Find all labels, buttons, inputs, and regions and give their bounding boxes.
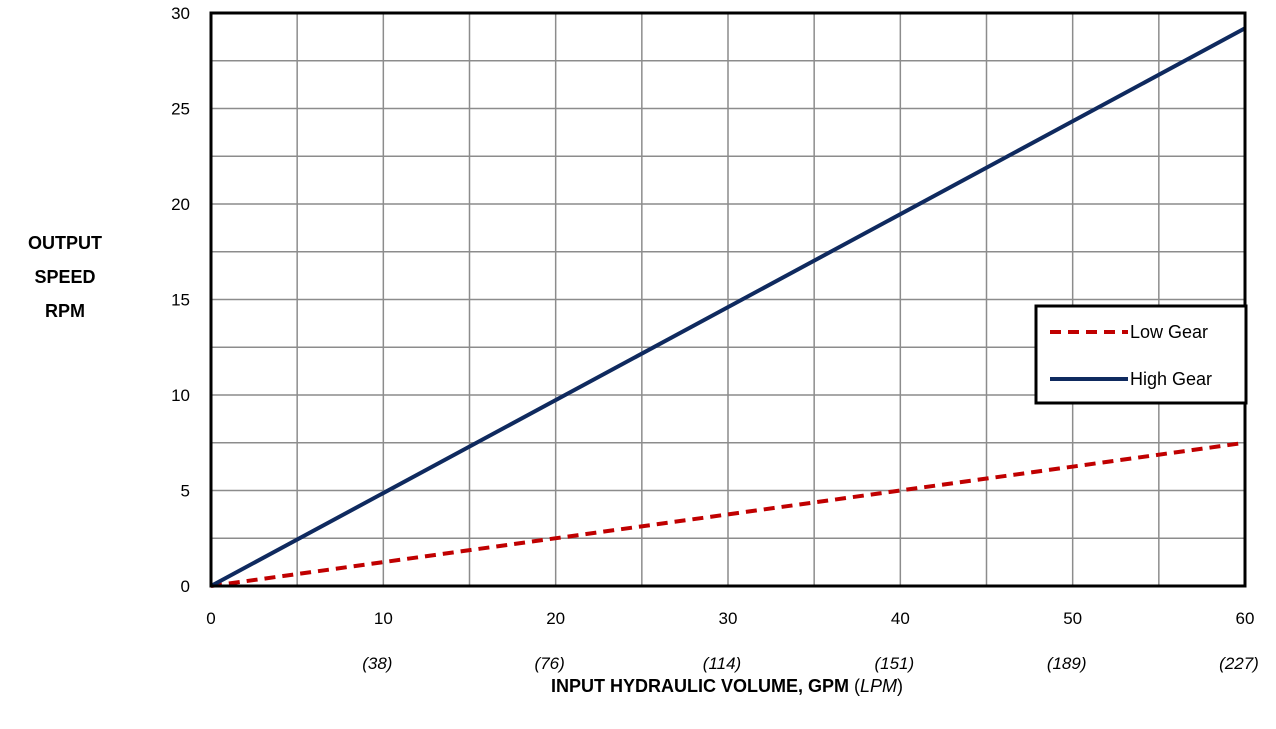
x-axis-label-unit: LPM [860, 676, 898, 696]
x-tick-label: 30 [719, 609, 738, 628]
x-tick-label: 20 [546, 609, 565, 628]
y-tick-label: 20 [171, 195, 190, 214]
legend-label: Low Gear [1130, 322, 1208, 342]
y-axis-label-line: SPEED [34, 267, 96, 287]
y-axis-label-line: OUTPUT [28, 233, 102, 253]
y-tick-label: 25 [171, 100, 190, 119]
grid [210, 12, 1246, 587]
x-secondary-label: (114) [703, 654, 741, 673]
x-secondary-label: (76) [535, 654, 565, 673]
x-tick-label: 40 [891, 609, 910, 628]
series-layer [210, 26, 1246, 588]
x-tick-labels: 0 10 20 30 40 50 60 [206, 609, 1254, 628]
x-axis-label-close: ) [897, 676, 904, 696]
x-tick-label: 60 [1236, 609, 1255, 628]
x-tick-label: 0 [206, 609, 215, 628]
x-tick-label: 10 [374, 609, 393, 628]
y-tick-label: 15 [171, 291, 190, 310]
y-tick-labels: 0 5 10 15 20 25 30 [171, 4, 190, 596]
x-axis-label-main: INPUT HYDRAULIC VOLUME, GPM [550, 676, 849, 696]
y-tick-label: 5 [181, 482, 190, 501]
x-secondary-label: (189) [1047, 654, 1087, 673]
x-secondary-label: (227) [1219, 654, 1259, 673]
y-axis-label-line: RPM [45, 301, 85, 321]
y-tick-label: 0 [181, 577, 190, 596]
x-axis-label: INPUT HYDRAULIC VOLUME, GPM (LPM) [210, 676, 1244, 697]
y-tick-label: 30 [171, 4, 190, 23]
x-secondary-label: (151) [874, 654, 914, 673]
y-tick-label: 10 [171, 386, 190, 405]
x-tick-label: 50 [1063, 609, 1082, 628]
x-secondary-labels: (38) (76) (114) (151) (189) (227) [362, 654, 1259, 673]
legend: Low Gear High Gear [1034, 304, 1248, 405]
series-line-high-gear [210, 26, 1246, 588]
plot-frame [209, 11, 1247, 588]
x-axis-label-open: ( [849, 676, 860, 696]
series-line-low-gear [210, 440, 1246, 588]
legend-label: High Gear [1130, 369, 1212, 389]
legend-box [1034, 304, 1248, 405]
x-secondary-label: (38) [362, 654, 392, 673]
